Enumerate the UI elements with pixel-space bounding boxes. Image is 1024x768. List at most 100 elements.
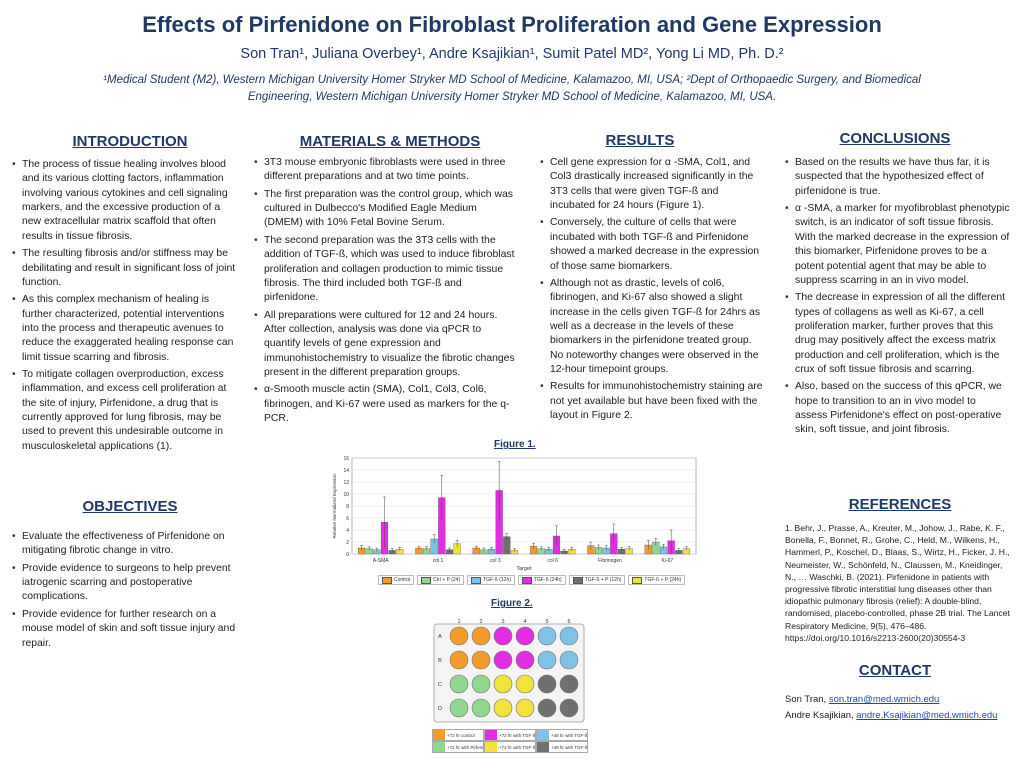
well (559, 650, 579, 670)
references-heading: REFERENCES (848, 496, 952, 513)
row-label: A (438, 634, 442, 640)
legend-label: TGF-ß (12h) (483, 577, 511, 583)
list-item: The resulting fibrosis and/or stiffness … (12, 247, 240, 290)
plate-legend-item: +72 hr with TGF-ß (484, 729, 536, 741)
row-label: B (438, 658, 442, 664)
contact-heading: CONTACT (858, 662, 932, 679)
column-label: 6 (567, 619, 570, 625)
legend-item: TGF-ß (12h) (467, 575, 515, 585)
plate-legend-swatch (433, 742, 445, 752)
plate-legend-swatch (485, 730, 497, 740)
well (449, 626, 469, 646)
x-tick-label: Ki-67 (661, 558, 673, 564)
well (515, 674, 535, 694)
objectives-list: Evaluate the effectiveness of Pirfenidon… (12, 530, 240, 654)
legend-label: Ctrl + P (24) (433, 577, 461, 583)
contact-line-1: Son Tran, son.tran@med.wmich.edu (785, 694, 939, 705)
legend-item: Control (378, 575, 415, 585)
introduction-list: The process of tissue healing involves b… (12, 158, 240, 457)
x-tick-label: col 6 (547, 558, 558, 564)
row-label: D (438, 706, 442, 712)
methods-heading: MATERIALS & METHODS (299, 133, 481, 150)
plate-body (433, 623, 585, 723)
well (515, 698, 535, 718)
list-item: Although not as drastic, levels of col6,… (540, 277, 764, 378)
figure-1-caption: Figure 1. (494, 439, 536, 450)
list-item: Based on the results we have thus far, i… (785, 156, 1011, 199)
plate-legend-swatch (537, 730, 549, 740)
y-tick-label: 16 (343, 456, 349, 462)
legend-item: Ctrl + P (24) (417, 575, 465, 585)
list-item: Provide evidence for further research on… (12, 608, 240, 651)
column-label: 5 (545, 619, 548, 625)
column-label: 4 (523, 619, 526, 625)
list-item: 3T3 mouse embryonic fibroblasts were use… (254, 156, 518, 185)
well (493, 650, 513, 670)
legend-label: TGF-ß (24h) (533, 577, 562, 583)
y-tick-label: 0 (346, 552, 349, 558)
well (515, 650, 535, 670)
well (515, 626, 535, 646)
author-list: Son Tran¹, Juliana Overbey¹, Andre Ksaji… (240, 46, 784, 62)
plate-legend-label: +72 hr with TGF-ß and Pirfenidone (499, 744, 536, 750)
well (559, 626, 579, 646)
x-tick-label: Fibrinogen (598, 558, 622, 564)
well (471, 650, 491, 670)
y-tick-label: 4 (346, 528, 349, 534)
list-item: All preparations were cultured for 12 an… (254, 309, 518, 381)
legend-swatch (471, 576, 482, 584)
well (471, 674, 491, 694)
y-tick-label: 6 (346, 516, 349, 522)
well (537, 626, 557, 646)
y-tick-label: 8 (346, 504, 349, 510)
x-axis-label: Target (516, 566, 532, 572)
introduction-heading: INTRODUCTION (72, 133, 188, 150)
x-tick-label: col 3 (490, 558, 501, 564)
legend-label: Control (394, 577, 411, 583)
plate-legend-swatch (485, 742, 497, 752)
plate-legend-item: +48 hr with TGF-ß (536, 729, 588, 741)
legend-label: TGF-ß + P (12h) (584, 577, 622, 583)
poster-title: Effects of Pirfenidone on Fibroblast Pro… (142, 12, 882, 37)
y-tick-label: 12 (343, 480, 349, 486)
plate-legend-label: +72 hr with Pirfenidone (447, 744, 484, 750)
list-item: The second preparation was the 3T3 cells… (254, 234, 518, 306)
list-item: The first preparation was the control gr… (254, 188, 518, 231)
y-tick-label: 14 (343, 468, 349, 474)
contact-email-link[interactable]: andre.Ksajikian@med.wmich.edu (856, 710, 998, 721)
column-label: 1 (457, 619, 460, 625)
results-list: Cell gene expression for α -SMA, Col1, a… (540, 156, 764, 426)
well (493, 626, 513, 646)
x-tick-label: col 1 (433, 558, 444, 564)
contact-line-2: Andre Ksajikian, andre.Ksajikian@med.wmi… (785, 710, 997, 721)
plate-legend-item: +72 hr with TGF-ß and Pirfenidone (484, 741, 536, 753)
well (449, 674, 469, 694)
contact-name: Andre Ksajikian, (785, 710, 857, 721)
list-item: Conversely, the culture of cells that we… (540, 216, 764, 273)
legend-swatch (421, 576, 432, 584)
well (449, 650, 469, 670)
legend-item: TGF-ß (24h) (517, 575, 566, 585)
chart-legend: Control Ctrl + P (24) TGF-ß (12h) TGF-ß (24… (378, 575, 686, 585)
well (559, 674, 579, 694)
y-tick-label: 10 (343, 492, 349, 498)
results-heading: RESULTS (605, 132, 675, 149)
list-item: Provide evidence to surgeons to help pre… (12, 562, 240, 605)
figure-2-caption: Figure 2. (491, 598, 533, 609)
bar-chart: 0 2 4 6 8 10 12 14 16 A-SMA col 1 col 3 col 6 Fibrino… (332, 456, 697, 572)
y-tick-label: 2 (346, 540, 349, 546)
conclusions-list: Based on the results we have thus far, i… (785, 156, 1011, 441)
list-item: Also, based on the success of this qPCR,… (785, 380, 1011, 437)
list-item: Evaluate the effectiveness of Pirfenidon… (12, 530, 240, 559)
methods-list: 3T3 mouse embryonic fibroblasts were use… (254, 156, 518, 429)
legend-item: TGF-ß + P (24h) (628, 575, 686, 585)
plate-legend-item: +72 hr with Pirfenidone (432, 741, 484, 753)
list-item: To mitigate collagen overproduction, exc… (12, 368, 240, 454)
conclusions-heading: CONCLUSIONS (839, 130, 951, 147)
plate-legend-label: +72 hr control (447, 732, 475, 738)
list-item: Results for immunohistochemistry stainin… (540, 380, 764, 423)
plate-legend-label: +72 hr with TGF-ß (499, 732, 536, 738)
affiliations: ¹Medical Student (M2), Western Michigan … (103, 74, 921, 103)
contact-email-link[interactable]: son.tran@med.wmich.edu (828, 694, 940, 705)
well (471, 626, 491, 646)
